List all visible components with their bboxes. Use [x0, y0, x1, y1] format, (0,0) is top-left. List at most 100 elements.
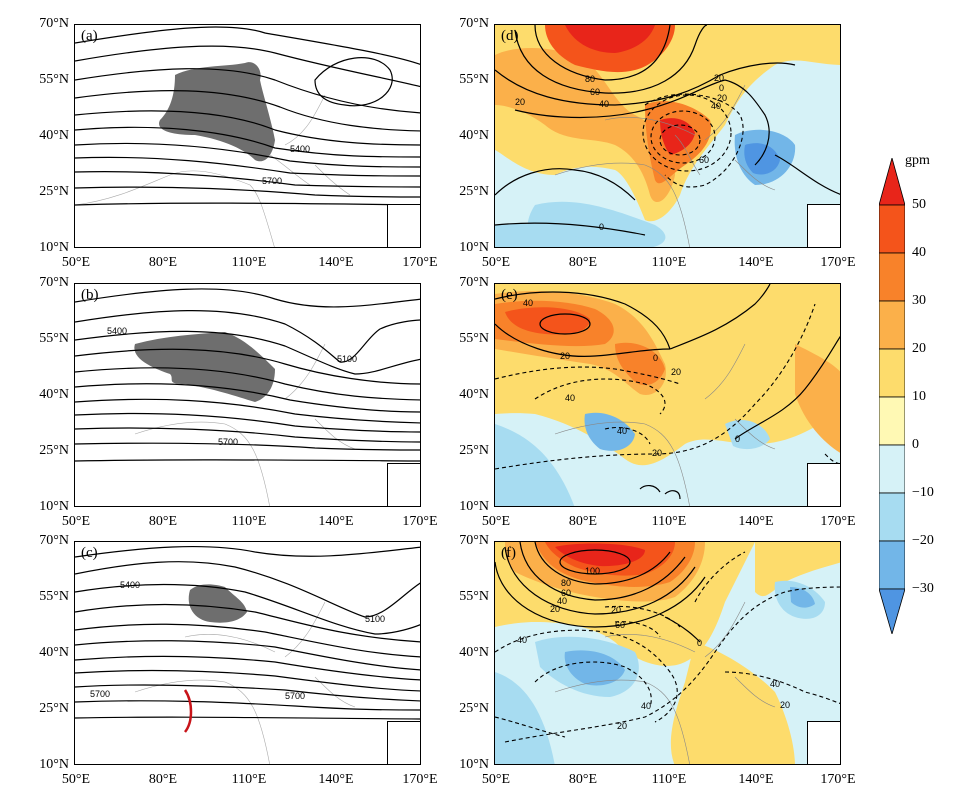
lon-label: 170°E — [820, 772, 856, 787]
panel-label: (a) — [81, 28, 98, 44]
lon-label: 140°E — [318, 772, 354, 787]
lat-label: 70°N — [459, 275, 489, 290]
lat-label: 40°N — [39, 645, 69, 660]
map-panel-c-graphic: 5400 5100 5700 5700 — [75, 545, 420, 764]
contour-label: 5100 — [337, 354, 357, 364]
colorbar-label: 30 — [912, 293, 926, 308]
lat-label: 40°N — [459, 387, 489, 402]
contour-label: 40 — [599, 99, 609, 109]
contour-label: 40 — [523, 298, 533, 308]
contour-label: 20 — [515, 97, 525, 107]
lon-label: 80°E — [568, 772, 598, 787]
lat-label: 25°N — [39, 701, 69, 716]
colorbar-label: 0 — [912, 437, 919, 452]
south-china-sea-inset — [807, 463, 840, 506]
lon-label: 170°E — [820, 514, 856, 529]
lon-label: 140°E — [738, 255, 774, 270]
contour-label: 60 — [561, 588, 571, 598]
contour-label: 0 — [735, 434, 740, 444]
colorbar-label: −20 — [912, 533, 934, 548]
contour-label: 5400 — [290, 144, 310, 154]
contour-label: 40 — [770, 679, 780, 689]
south-china-sea-inset — [387, 463, 420, 506]
lon-label: 140°E — [318, 514, 354, 529]
contour-label: 20 — [550, 604, 560, 614]
lon-label: 50°E — [481, 514, 511, 529]
contour-label: 5700 — [218, 437, 238, 447]
lat-label: 55°N — [39, 72, 69, 87]
lat-label: 55°N — [459, 589, 489, 604]
south-china-sea-inset — [387, 204, 420, 247]
lon-label: 170°E — [820, 255, 856, 270]
lon-label: 170°E — [402, 772, 438, 787]
map-panel-b-graphic: 5400 5100 5700 — [75, 288, 420, 506]
lat-label: 40°N — [39, 128, 69, 143]
contour-label: 100 — [585, 566, 600, 576]
colorbar-unit: gpm — [905, 153, 930, 168]
lat-label: 25°N — [459, 443, 489, 458]
lon-label: 110°E — [231, 514, 267, 529]
map-panel-e-graphic: 40 20 0 20 40 40 20 0 — [495, 284, 840, 506]
lon-label: 50°E — [481, 772, 511, 787]
lat-label: 55°N — [459, 72, 489, 87]
lat-label: 10°N — [459, 757, 489, 772]
contour-label: 0 — [599, 222, 604, 232]
lat-label: 55°N — [39, 331, 69, 346]
contour-label: 40 — [557, 596, 567, 606]
lon-label: 140°E — [738, 514, 774, 529]
lat-label: 70°N — [459, 16, 489, 31]
contour-label: 60 — [590, 87, 600, 97]
lon-label: 110°E — [231, 772, 267, 787]
contour-label: 20 — [780, 700, 790, 710]
lon-label: 110°E — [651, 255, 687, 270]
lat-label: 10°N — [39, 499, 69, 514]
map-panel-f: 100 80 60 40 20 20 60 40 0 40 20 40 20 (… — [494, 541, 841, 765]
contour-label: 20 — [652, 448, 662, 458]
lon-label: 50°E — [61, 255, 91, 270]
lat-label: 10°N — [39, 757, 69, 772]
lat-label: 70°N — [39, 533, 69, 548]
panel-label: (b) — [81, 287, 99, 303]
lon-label: 140°E — [738, 772, 774, 787]
panel-label: (e) — [501, 287, 518, 303]
contour-label: 20 — [611, 605, 621, 615]
colorbar — [879, 158, 905, 634]
lon-label: 170°E — [402, 255, 438, 270]
map-panel-c: 5400 5100 5700 5700 (c) — [74, 541, 421, 765]
south-china-sea-inset — [807, 721, 840, 764]
lon-label: 110°E — [231, 255, 267, 270]
contour-label: 20 — [714, 73, 724, 83]
map-panel-a-graphic: 5400 5700 — [75, 26, 420, 247]
lat-label: 40°N — [459, 645, 489, 660]
contour-label: 60 — [699, 155, 709, 165]
lon-label: 110°E — [651, 772, 687, 787]
lon-label: 110°E — [651, 514, 687, 529]
map-panel-e: 40 20 0 20 40 40 20 0 (e) — [494, 283, 841, 507]
lon-label: 80°E — [148, 514, 178, 529]
contour-label: 20 — [717, 93, 727, 103]
contour-label: 5700 — [285, 691, 305, 701]
lon-label: 80°E — [568, 255, 598, 270]
lat-label: 25°N — [39, 443, 69, 458]
lon-label: 80°E — [148, 772, 178, 787]
lat-label: 10°N — [459, 499, 489, 514]
map-panel-b: 5400 5100 5700 (b) — [74, 283, 421, 507]
contour-label: 60 — [615, 620, 625, 630]
map-panel-f-graphic: 100 80 60 40 20 20 60 40 0 40 20 40 20 — [495, 542, 840, 764]
colorbar-label: 40 — [912, 245, 926, 260]
contour-label: 40 — [711, 101, 721, 111]
lat-label: 25°N — [459, 184, 489, 199]
contour-label: 80 — [585, 74, 595, 84]
contour-label: 20 — [560, 351, 570, 361]
contour-label: 40 — [517, 635, 527, 645]
contour-label: 40 — [565, 393, 575, 403]
lon-label: 140°E — [318, 255, 354, 270]
contour-label: 0 — [653, 353, 658, 363]
contour-label: 20 — [671, 367, 681, 377]
lat-label: 40°N — [459, 128, 489, 143]
south-china-sea-inset — [807, 204, 840, 247]
lat-label: 10°N — [459, 240, 489, 255]
contour-label: 5400 — [107, 326, 127, 336]
colorbar-label: −30 — [912, 581, 934, 596]
lat-label: 70°N — [39, 275, 69, 290]
